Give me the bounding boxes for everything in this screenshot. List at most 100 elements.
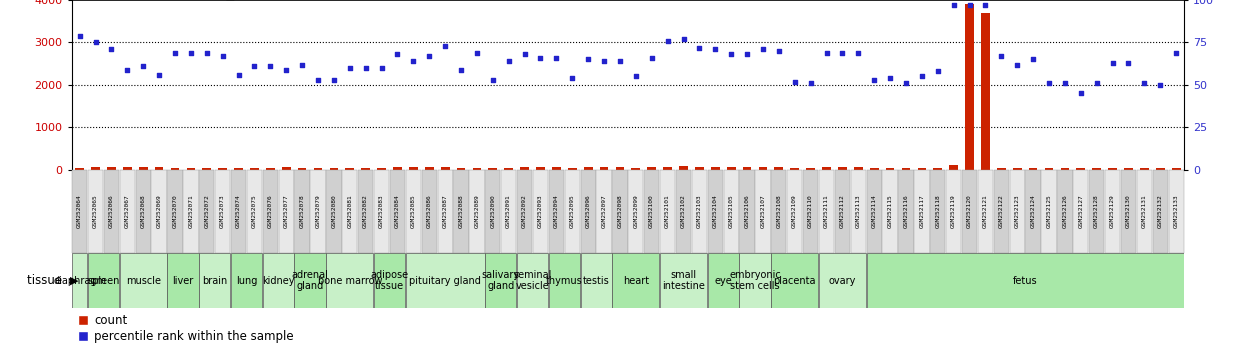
Bar: [899, 170, 913, 253]
Bar: [597, 170, 612, 253]
Text: embryonic
stem cells: embryonic stem cells: [729, 270, 781, 291]
Point: [261, 63, 281, 69]
Text: GSM252118: GSM252118: [936, 195, 941, 228]
Text: GSM252099: GSM252099: [633, 195, 638, 228]
Point: [499, 58, 519, 64]
Bar: [854, 167, 863, 170]
Point: [101, 46, 121, 52]
Bar: [567, 168, 577, 170]
Text: GSM252087: GSM252087: [442, 195, 447, 228]
Bar: [231, 170, 246, 253]
Bar: [536, 167, 545, 170]
Text: GSM252100: GSM252100: [649, 195, 654, 228]
Bar: [72, 170, 88, 253]
Bar: [326, 253, 373, 308]
Point: [451, 67, 471, 73]
Bar: [358, 170, 373, 253]
Bar: [787, 170, 802, 253]
Text: GSM252093: GSM252093: [538, 195, 543, 228]
Bar: [278, 170, 294, 253]
Bar: [806, 168, 815, 170]
Bar: [1028, 168, 1037, 170]
Bar: [599, 167, 608, 170]
Text: GSM252108: GSM252108: [776, 195, 781, 228]
Bar: [294, 253, 325, 308]
Point: [801, 80, 821, 86]
Bar: [486, 170, 501, 253]
Text: GSM252072: GSM252072: [204, 195, 209, 228]
Point: [864, 77, 884, 83]
Bar: [183, 170, 199, 253]
Text: GSM252084: GSM252084: [396, 195, 400, 228]
Point: [848, 50, 868, 56]
Bar: [565, 170, 580, 253]
Point: [1086, 80, 1106, 86]
Point: [133, 63, 153, 69]
Bar: [533, 170, 548, 253]
Bar: [120, 253, 167, 308]
Bar: [962, 170, 978, 253]
Bar: [456, 168, 466, 170]
Bar: [438, 170, 452, 253]
Bar: [421, 170, 436, 253]
Text: GSM252110: GSM252110: [808, 195, 813, 228]
Text: thymus: thymus: [546, 275, 582, 286]
Bar: [1124, 167, 1133, 170]
Text: GSM252119: GSM252119: [952, 195, 957, 228]
Text: GSM252117: GSM252117: [920, 195, 925, 228]
Text: GSM252095: GSM252095: [570, 195, 575, 228]
Point: [213, 53, 232, 59]
Bar: [1140, 168, 1148, 170]
Text: heart: heart: [623, 275, 649, 286]
Point: [912, 74, 932, 79]
Text: GSM252097: GSM252097: [602, 195, 607, 228]
Bar: [933, 167, 942, 170]
Point: [625, 74, 645, 79]
Text: GSM252069: GSM252069: [157, 195, 162, 228]
Bar: [375, 170, 389, 253]
Bar: [345, 167, 355, 170]
Bar: [866, 253, 1184, 308]
Bar: [870, 168, 879, 170]
Text: lung: lung: [236, 275, 257, 286]
Bar: [520, 167, 529, 170]
Point: [483, 77, 503, 83]
Text: GSM252103: GSM252103: [697, 195, 702, 228]
Bar: [739, 253, 770, 308]
Text: GSM252128: GSM252128: [1094, 195, 1099, 228]
Bar: [488, 168, 497, 170]
Bar: [1109, 167, 1117, 170]
Point: [356, 65, 376, 71]
Bar: [1012, 168, 1022, 170]
Point: [117, 67, 137, 73]
Text: placenta: placenta: [774, 275, 816, 286]
Point: [1007, 62, 1027, 67]
Point: [1039, 80, 1059, 86]
Bar: [108, 167, 116, 170]
Text: GSM252079: GSM252079: [315, 195, 320, 228]
Bar: [883, 170, 897, 253]
Point: [530, 55, 550, 61]
Text: GSM252091: GSM252091: [507, 195, 512, 228]
Bar: [771, 253, 818, 308]
Point: [180, 50, 200, 56]
Point: [1070, 91, 1090, 96]
Point: [833, 50, 853, 56]
Point: [562, 75, 582, 81]
Bar: [1044, 168, 1053, 170]
Text: GSM252124: GSM252124: [1031, 195, 1036, 228]
Bar: [203, 167, 211, 170]
Bar: [628, 170, 644, 253]
Text: GSM252092: GSM252092: [522, 195, 527, 228]
Bar: [819, 170, 834, 253]
Bar: [441, 167, 450, 170]
Bar: [88, 253, 119, 308]
Point: [1151, 82, 1170, 88]
Bar: [695, 167, 703, 170]
Bar: [1060, 168, 1069, 170]
Text: GSM252071: GSM252071: [188, 195, 193, 228]
Text: eye: eye: [714, 275, 732, 286]
Bar: [1121, 170, 1136, 253]
Text: GSM252102: GSM252102: [681, 195, 686, 228]
Bar: [552, 167, 561, 170]
